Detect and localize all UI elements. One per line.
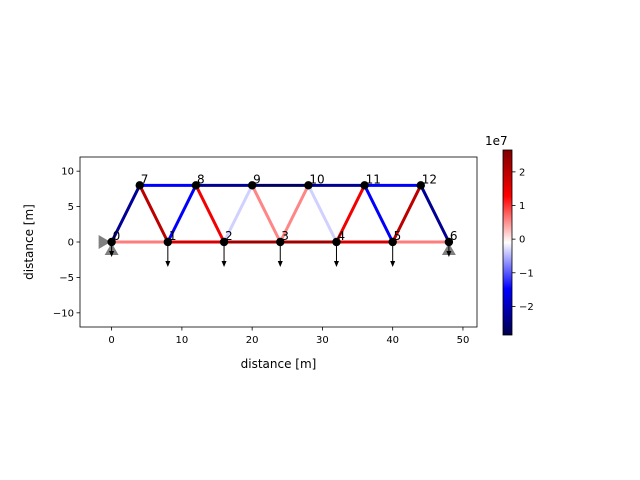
node-label: 9: [253, 172, 261, 186]
truss-node: [107, 237, 116, 247]
plot-frame: [79, 156, 478, 328]
load-arrow-head: [277, 261, 283, 267]
truss-member: [278, 183, 310, 244]
colorbar: −2 −1 0 1 2 1e7: [485, 134, 534, 336]
truss-member: [166, 183, 198, 244]
colorbar-tick-label: 0: [519, 235, 525, 246]
truss-node: [360, 181, 369, 190]
reaction-arrow-head: [446, 251, 452, 257]
node-label: 8: [197, 172, 205, 186]
node-label: 0: [113, 229, 121, 243]
node-label: 7: [141, 172, 149, 186]
truss-member: [222, 183, 254, 244]
y-tick-label: −10: [53, 308, 74, 319]
truss-node: [388, 237, 397, 247]
x-tick-label: 40: [386, 335, 399, 346]
node-label: 12: [422, 172, 437, 186]
y-axis-label: distance [m]: [22, 204, 36, 280]
reaction-arrow-head: [109, 251, 115, 257]
x-tick-label: 50: [457, 335, 470, 346]
truss-elements: 0 1 2 3 4 5 67 8 9 10 11 12: [98, 172, 458, 267]
truss-node: [247, 181, 257, 190]
y-tick-label: −5: [59, 273, 74, 284]
truss-node: [304, 181, 313, 190]
node-label: 4: [337, 229, 345, 243]
x-tick-label: 10: [176, 335, 189, 346]
colorbar-tick-label: 2: [519, 167, 525, 178]
node-label: 10: [309, 172, 324, 186]
y-tick-label: 10: [61, 167, 74, 178]
node-label: 2: [225, 229, 233, 243]
support-triangle-side: [98, 235, 111, 249]
x-tick-label: 0: [108, 335, 114, 346]
truss-node: [416, 181, 425, 190]
node-label: 5: [394, 229, 402, 243]
truss-member: [250, 183, 282, 244]
truss-node: [332, 237, 341, 247]
x-tick-label: 30: [316, 335, 329, 346]
colorbar-exponent-label: 1e7: [485, 134, 508, 148]
truss-node: [135, 181, 144, 190]
truss-member: [194, 183, 226, 244]
truss-node: [219, 237, 229, 247]
node-label: 3: [281, 229, 289, 243]
truss-node: [163, 237, 173, 247]
truss-node: [191, 181, 201, 190]
x-axis-label: distance [m]: [241, 357, 317, 371]
truss-member: [334, 183, 367, 244]
truss-member: [419, 183, 451, 244]
colorbar-gradient: [502, 149, 513, 336]
load-arrow-head: [333, 261, 339, 267]
node-label: 11: [366, 172, 381, 186]
x-tick-label: 20: [246, 335, 259, 346]
truss-member: [110, 183, 142, 244]
truss-member: [391, 183, 423, 244]
node-label: 1: [169, 229, 177, 243]
truss-node: [444, 237, 454, 247]
colorbar-tick-label: −2: [519, 302, 534, 313]
truss-member: [138, 183, 170, 244]
colorbar-tick-label: 1: [519, 201, 525, 212]
y-tick-label: 0: [68, 238, 74, 249]
y-tick-label: 5: [68, 202, 74, 213]
colorbar-tick-label: −1: [519, 268, 534, 279]
load-arrow-head: [390, 261, 396, 267]
truss-member: [363, 183, 395, 244]
truss-node: [276, 237, 285, 247]
truss-member: [306, 183, 338, 244]
load-arrow-head: [165, 261, 171, 267]
load-arrow-head: [221, 261, 227, 267]
node-label: 6: [450, 229, 458, 243]
